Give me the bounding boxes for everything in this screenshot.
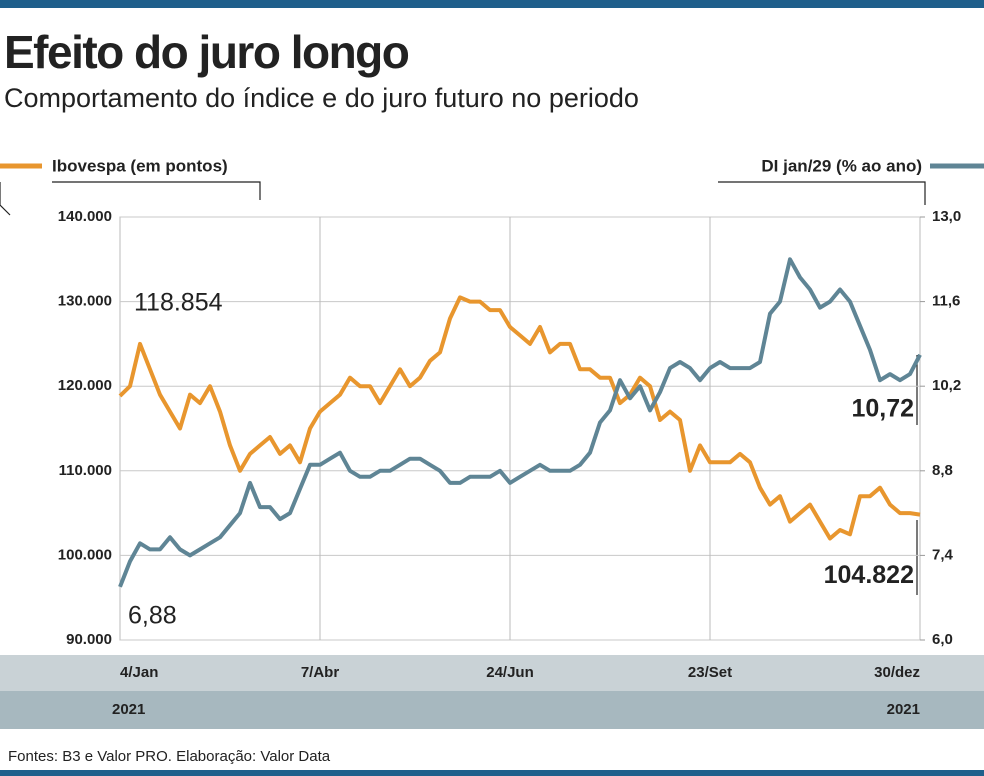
y2-tick-label: 8,8 xyxy=(932,462,953,479)
x-tick-label: 4/Jan xyxy=(120,664,158,681)
legend-label: DI jan/29 (% ao ano) xyxy=(761,156,922,175)
y-tick-label: 90.000 xyxy=(66,631,112,648)
y2-tick-label: 7,4 xyxy=(932,546,954,563)
chart-subtitle: Comportamento do índice e do juro futuro… xyxy=(4,83,639,113)
x-tick-label: 24/Jun xyxy=(486,664,534,681)
year-label: 2021 xyxy=(112,701,145,718)
bottom-bar xyxy=(0,770,984,776)
x-tick-label: 30/dez xyxy=(874,664,920,681)
year-band xyxy=(0,691,984,729)
value-label: 118.854 xyxy=(134,289,223,317)
series-line xyxy=(118,257,922,588)
year-label: 2021 xyxy=(887,701,920,718)
y2-tick-label: 6,0 xyxy=(932,631,953,648)
y-tick-label: 130.000 xyxy=(58,293,112,310)
y-tick-label: 100.000 xyxy=(58,546,112,563)
source: Fontes: B3 e Valor PRO. Elaboração: Valo… xyxy=(8,748,331,765)
top-bar xyxy=(0,0,984,8)
legend-callout xyxy=(718,181,926,205)
y2-tick-label: 11,6 xyxy=(932,293,960,310)
chart-title: Efeito do juro longo xyxy=(4,26,409,78)
x-tick-label: 23/Set xyxy=(688,664,732,681)
y-tick-label: 120.000 xyxy=(58,377,112,394)
y-tick-label: 140.000 xyxy=(58,208,112,225)
x-label-band xyxy=(0,655,984,691)
series-line xyxy=(118,295,921,541)
legend-callout xyxy=(0,182,11,216)
x-tick-label: 7/Abr xyxy=(301,664,340,681)
value-label: 10,72 xyxy=(851,394,914,422)
y2-tick-label: 13,0 xyxy=(932,208,961,225)
y2-tick-label: 10,2 xyxy=(932,377,961,394)
legend-callout xyxy=(52,181,261,200)
y-tick-label: 110.000 xyxy=(59,462,112,479)
legend-label: Ibovespa (em pontos) xyxy=(52,156,228,175)
value-label: 6,88 xyxy=(128,601,177,629)
value-label: 104.822 xyxy=(824,561,914,589)
